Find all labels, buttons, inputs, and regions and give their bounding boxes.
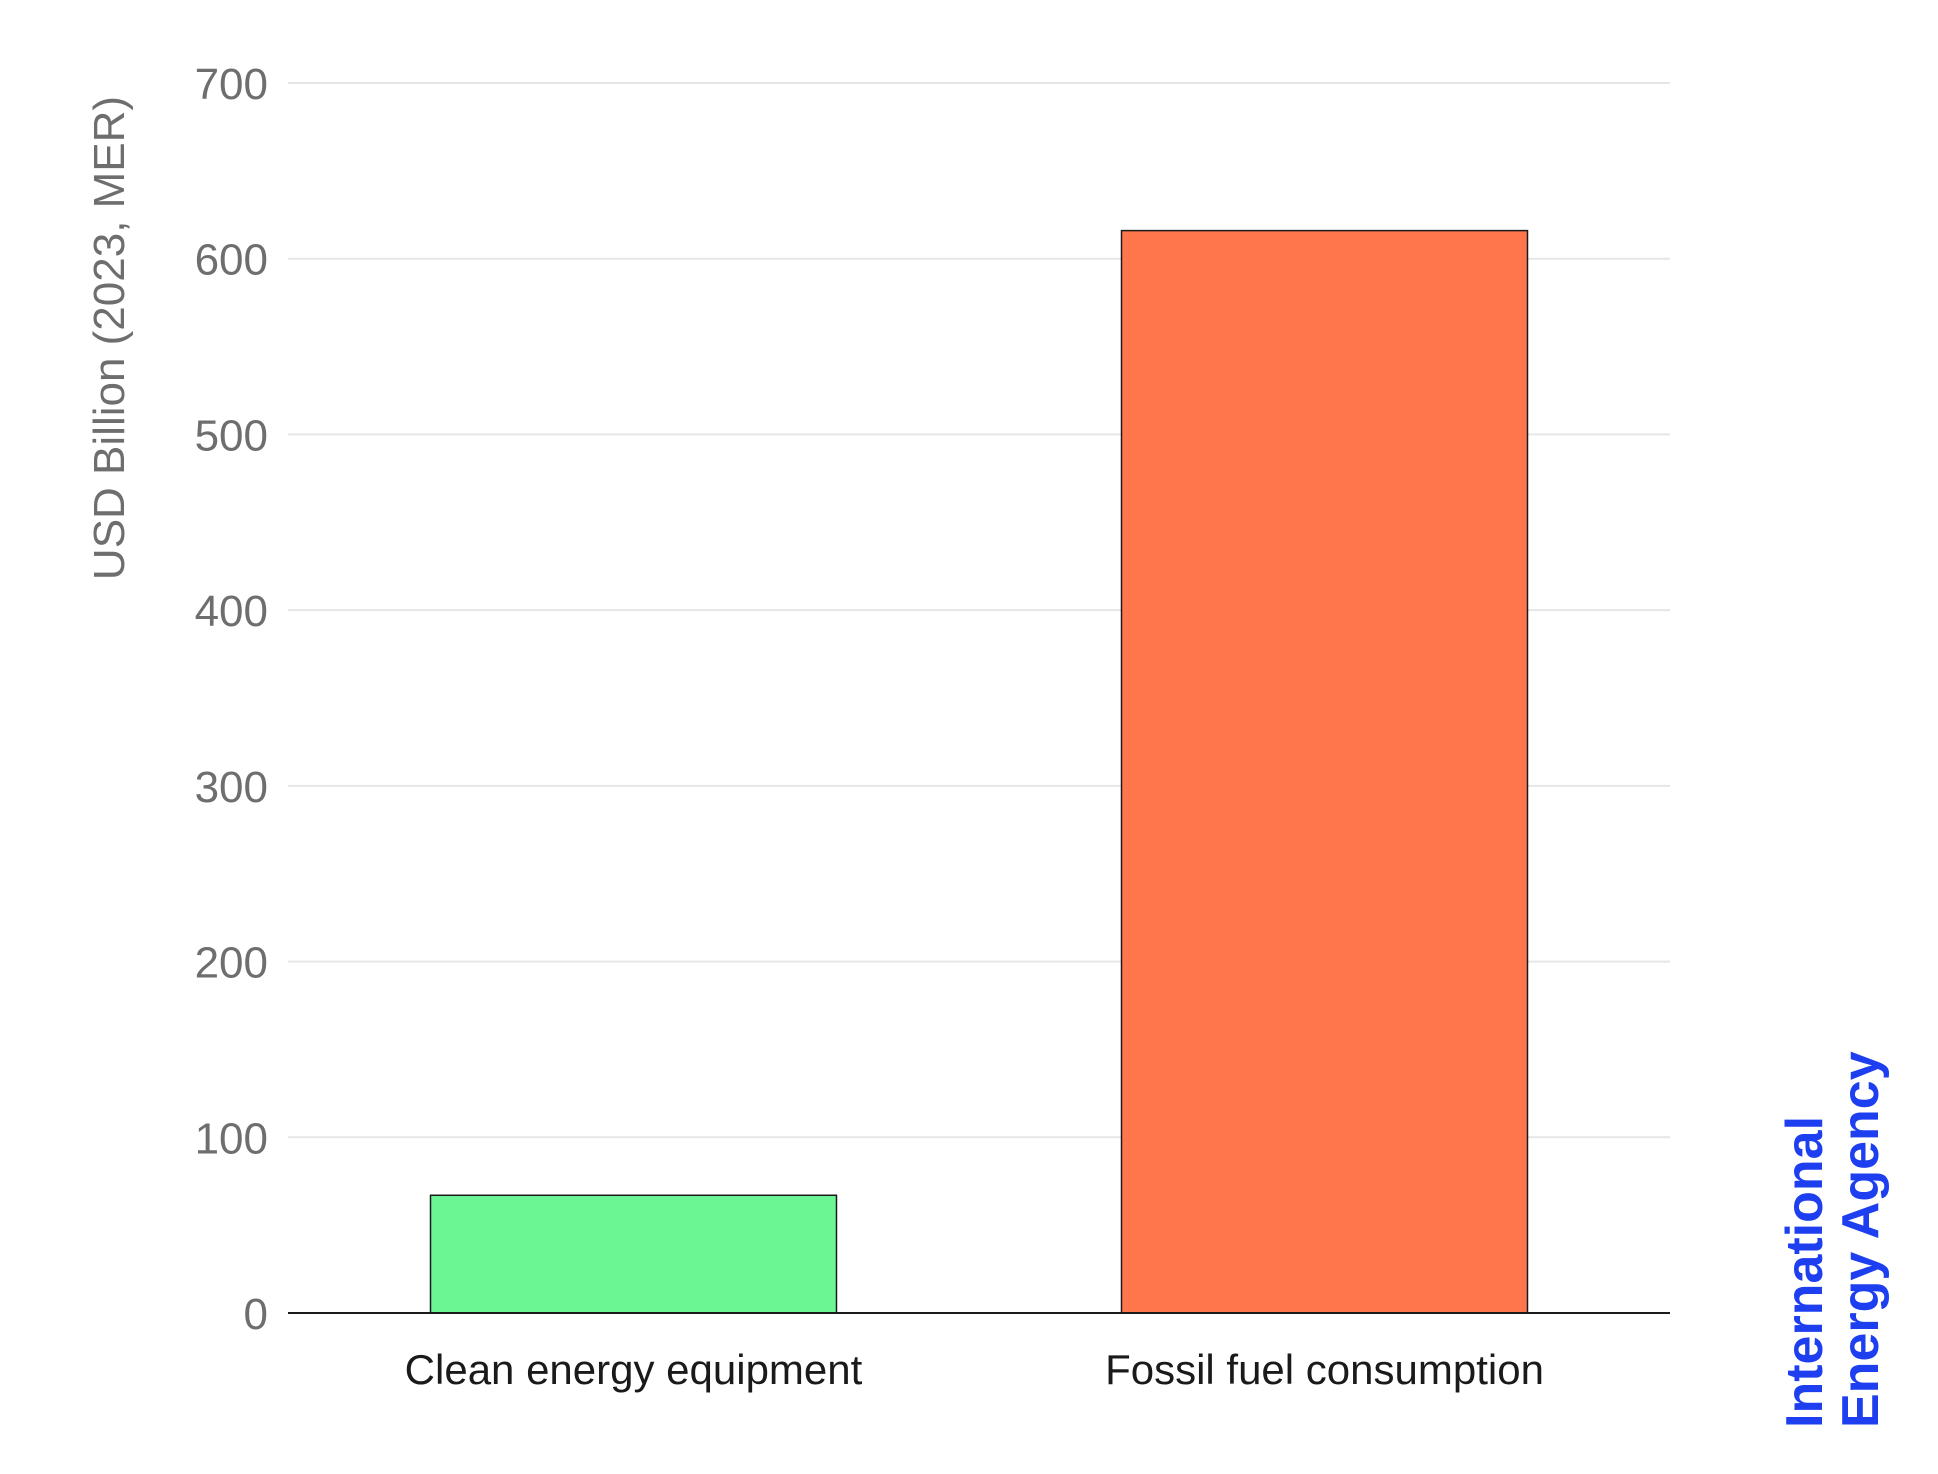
category-label: Fossil fuel consumption	[1105, 1346, 1544, 1393]
bar	[1120, 229, 1529, 1314]
iea-logo: International Energy Agency	[1776, 1051, 1890, 1428]
category-label: Clean energy equipment	[405, 1346, 863, 1393]
bar	[429, 1194, 838, 1314]
y-tick-label: 100	[195, 1114, 268, 1163]
y-tick-label: 300	[195, 763, 268, 812]
category-labels: Clean energy equipment Fossil fuel consum…	[405, 1346, 1544, 1393]
y-tick-label: 400	[195, 587, 268, 636]
y-tick-label: 700	[195, 60, 268, 109]
y-tick-label: 0	[244, 1290, 268, 1339]
y-tick-label: 200	[195, 939, 268, 988]
bars	[429, 229, 1529, 1314]
y-axis-ticks: 0 100 200 300 400 500 600 700	[195, 60, 268, 1339]
grid-lines	[288, 82, 1670, 1139]
logo-line-international: International	[1776, 1116, 1834, 1428]
y-tick-label: 600	[195, 236, 268, 285]
logo-line-energy-agency: Energy Agency	[1832, 1051, 1890, 1428]
y-tick-label: 500	[195, 411, 268, 460]
y-axis-title: USD Billion (2023, MER)	[85, 96, 134, 580]
